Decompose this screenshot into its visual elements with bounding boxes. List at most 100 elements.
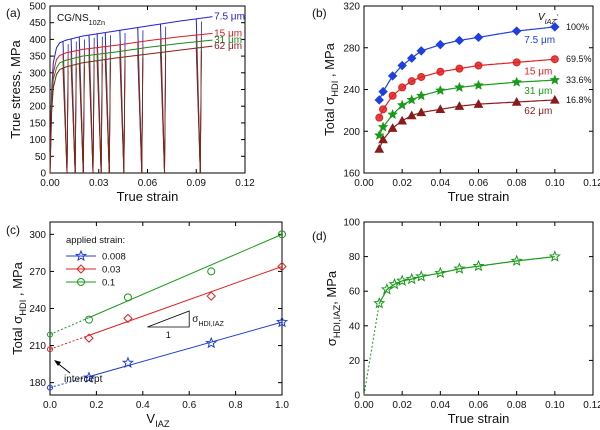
b-xtick-label: 0.12 xyxy=(583,178,600,189)
a-ytick-label: 0 xyxy=(40,169,46,180)
b-data-point xyxy=(474,61,483,70)
d-xtick-label: 0.06 xyxy=(469,400,489,411)
b-panel-label: (b) xyxy=(312,6,327,20)
d-data-point xyxy=(373,296,386,309)
c-series-0 xyxy=(47,315,289,391)
d-series-0 xyxy=(363,250,561,396)
d-data-point xyxy=(548,250,561,262)
c-data-point xyxy=(207,267,216,276)
b-data-point xyxy=(378,134,388,144)
b-series-line xyxy=(378,26,555,101)
a-unload-reload-loop xyxy=(119,57,125,174)
a-reload-branch xyxy=(123,60,126,174)
c-legend-marker xyxy=(77,278,85,286)
c-data-point xyxy=(206,291,216,301)
b-data-point xyxy=(550,55,559,64)
c-intercept-arrowhead xyxy=(54,360,61,366)
b-series-0: 7.5 μm 100% xyxy=(374,22,589,105)
b-data-point xyxy=(406,110,417,120)
c-fit-line xyxy=(88,321,283,378)
b-data-point xyxy=(454,81,465,93)
a-unload-reload-loop xyxy=(160,52,166,174)
d-xtick-label: 0.08 xyxy=(507,400,527,411)
c-legend-marker xyxy=(76,264,86,274)
b-xtick-label: 0.02 xyxy=(392,178,412,189)
panel-d-hdi-iaz: 0.00 0.02 0.04 0.06 0.08 0.10 0.12 0 20 40 60 80 100… xyxy=(312,218,600,427)
c-slope-triangle: 1 σHDI,IAZ xyxy=(147,310,225,340)
b-data-point xyxy=(396,99,408,110)
d-y-axis-label-main: σ xyxy=(324,338,339,346)
c-intercept-point xyxy=(47,331,53,338)
a-reload-branch xyxy=(100,63,103,174)
a-xtick-label: 0.00 xyxy=(40,178,60,189)
b-xtick-label: 0.00 xyxy=(354,178,374,189)
c-fit-line xyxy=(88,266,283,336)
b-data-point xyxy=(406,94,418,105)
c-series-2 xyxy=(47,230,286,338)
c-xtick-label: 0.2 xyxy=(89,400,103,411)
b-legend-header-sub: IAZ xyxy=(545,17,557,26)
a-ytick-label: 250 xyxy=(29,85,46,96)
b-data-point xyxy=(434,84,446,96)
a-series-label: 7.5 μm xyxy=(214,12,245,23)
b-data-point xyxy=(415,90,427,101)
d-data-point xyxy=(472,259,485,272)
a-unload-reload-loop xyxy=(104,59,110,174)
a-flow-curve xyxy=(49,45,213,174)
d-xtick-label: 0.10 xyxy=(545,400,565,411)
b-data-point xyxy=(398,83,407,92)
b-plot-frame xyxy=(363,5,594,174)
d-ytick-label: 40 xyxy=(349,321,361,332)
b-data-point xyxy=(387,108,399,120)
c-legend-label: 0.1 xyxy=(102,278,115,289)
a-series-2: 31 μm xyxy=(49,35,242,174)
b-data-point xyxy=(436,67,445,76)
a-ytick-label: 450 xyxy=(29,18,46,29)
b-data-point xyxy=(387,71,398,81)
c-ytick-label: 210 xyxy=(29,341,46,352)
d-data-point xyxy=(415,270,428,282)
b-ytick-label: 160 xyxy=(343,169,360,180)
b-data-point xyxy=(435,39,446,50)
d-data-point xyxy=(380,283,393,295)
c-ytick-label: 240 xyxy=(29,304,46,315)
b-y-axis-label-tail: , MPa xyxy=(322,42,337,80)
b-series-label: 15 μm xyxy=(524,66,552,77)
panel-b-hdi-stress: 0.00 0.02 0.04 0.06 0.08 0.10 0.12 160 200 240 280… xyxy=(312,2,600,205)
c-panel-label: (c) xyxy=(6,223,20,237)
a-chart-title-sub: 10Zn xyxy=(89,18,105,27)
d-ytick-label: 20 xyxy=(349,356,361,367)
d-data-point xyxy=(388,277,401,290)
d-data-point xyxy=(396,274,409,286)
a-reload-branch xyxy=(141,57,144,174)
a-series-label: 15 μm xyxy=(214,28,242,39)
c-y-axis-label: Total σHDI , MPa xyxy=(10,261,28,355)
d-data-point xyxy=(453,262,466,274)
b-x-axis-label: True strain xyxy=(448,189,510,204)
a-ytick-label: 150 xyxy=(29,118,46,129)
a-series-3: 62 μm xyxy=(49,41,242,174)
a-reload-branch xyxy=(108,62,111,174)
a-flow-curve xyxy=(49,16,213,174)
c-legend: applied strain: 0.008 0.03 0.1 xyxy=(66,235,126,289)
c-ytick-label: 270 xyxy=(29,267,46,278)
c-fit-extrapolation xyxy=(49,317,90,335)
a-ytick-label: 500 xyxy=(29,2,46,13)
b-data-point xyxy=(512,58,521,67)
a-unload-reload-loop xyxy=(96,60,102,174)
a-unload-reload-loop xyxy=(78,63,84,174)
a-chart-title-main: CG/NS xyxy=(57,13,89,24)
a-xtick-label: 0.03 xyxy=(89,178,109,189)
a-unload-reload-loop xyxy=(137,55,143,174)
a-flow-curve xyxy=(49,32,213,174)
a-ytick-label: 350 xyxy=(29,52,46,63)
a-panel-label: (a) xyxy=(6,6,21,20)
b-data-point xyxy=(549,94,560,104)
d-xtick-label: 0.00 xyxy=(354,400,374,411)
d-y-axis-label: σHDI,IAZ, MPa xyxy=(324,270,342,346)
c-intercept-annotation: intercept xyxy=(54,360,103,385)
a-unload-reload-loop xyxy=(88,61,94,174)
c-ytick-label: 180 xyxy=(29,378,46,389)
b-y-axis-label-main: Total σ xyxy=(322,97,337,136)
c-slope-label: σHDI,IAZ xyxy=(192,314,224,328)
